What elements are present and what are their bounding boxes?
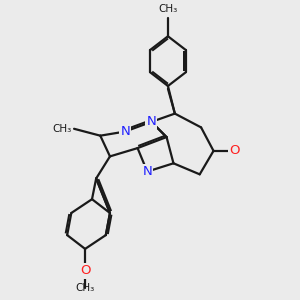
Text: CH₃: CH₃ <box>158 4 178 14</box>
Text: CH₃: CH₃ <box>52 124 71 134</box>
Text: N: N <box>120 125 130 138</box>
Text: O: O <box>229 144 239 158</box>
Text: O: O <box>80 265 90 278</box>
Text: N: N <box>142 165 152 178</box>
Text: CH₃: CH₃ <box>76 283 95 292</box>
Text: N: N <box>146 116 156 128</box>
